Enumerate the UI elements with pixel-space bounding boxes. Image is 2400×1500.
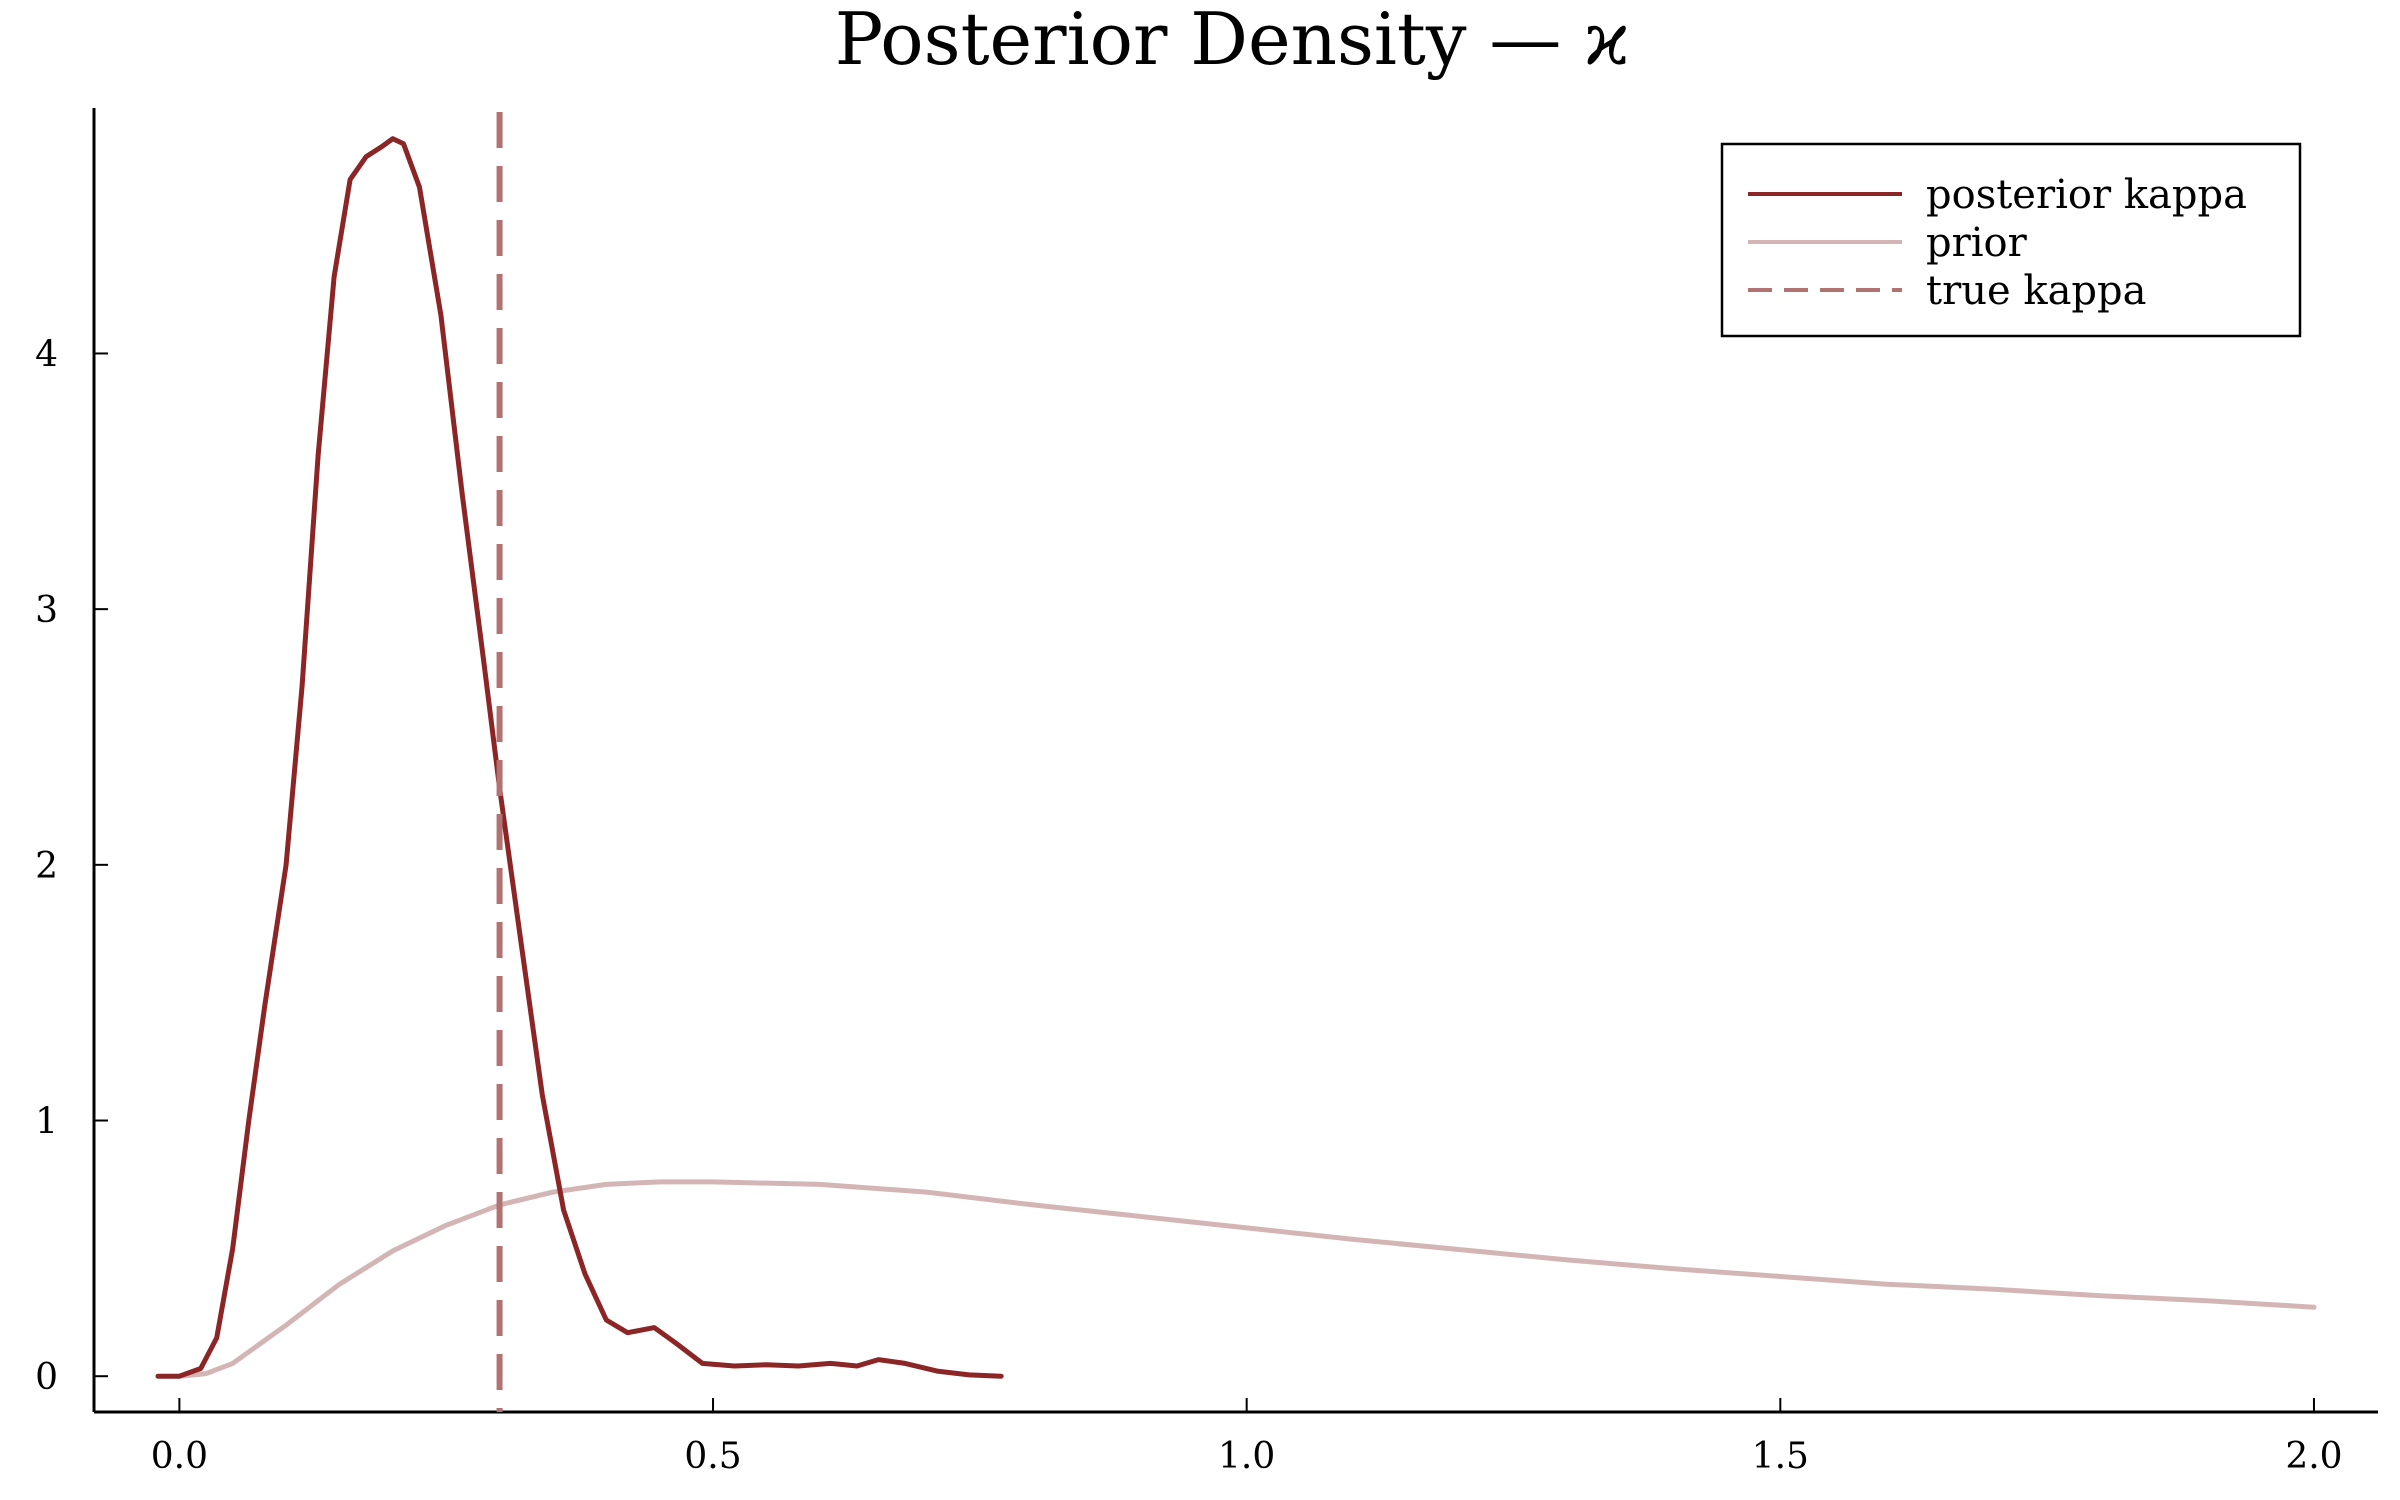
- x-tick-label: 1.0: [1218, 1436, 1275, 1477]
- x-tick-label: 0.5: [684, 1436, 741, 1477]
- y-tick-label: 1: [35, 1102, 58, 1143]
- series-line-prior: [176, 1179, 2317, 1379]
- plot-area: 0.0 0.5 1.0 1.5 2.0 0 1 2 3 4: [35, 108, 2378, 1477]
- legend-label-true-kappa: true kappa: [1926, 268, 2147, 314]
- x-tick-label: 1.5: [1752, 1436, 1809, 1477]
- y-tick-label: 0: [35, 1357, 58, 1398]
- x-tick-label: 2.0: [2285, 1436, 2342, 1477]
- y-tick-label: 3: [35, 590, 58, 631]
- series-layer: [155, 112, 2317, 1412]
- legend-label-posterior: posterior kappa: [1926, 172, 2247, 218]
- y-ticks: 0 1 2 3 4: [35, 334, 108, 1398]
- legend-label-prior: prior: [1926, 220, 2028, 266]
- x-tick-label: 0.0: [151, 1436, 208, 1477]
- y-tick-label: 2: [35, 846, 58, 887]
- legend: posterior kappa prior true kappa: [1720, 142, 2302, 338]
- x-ticks: 0.0 0.5 1.0 1.5 2.0: [151, 1398, 2343, 1477]
- chart-title: Posterior Density — ϰ: [835, 0, 1629, 81]
- series-line-posterior-kappa: [155, 136, 1004, 1379]
- y-tick-label: 4: [35, 334, 58, 375]
